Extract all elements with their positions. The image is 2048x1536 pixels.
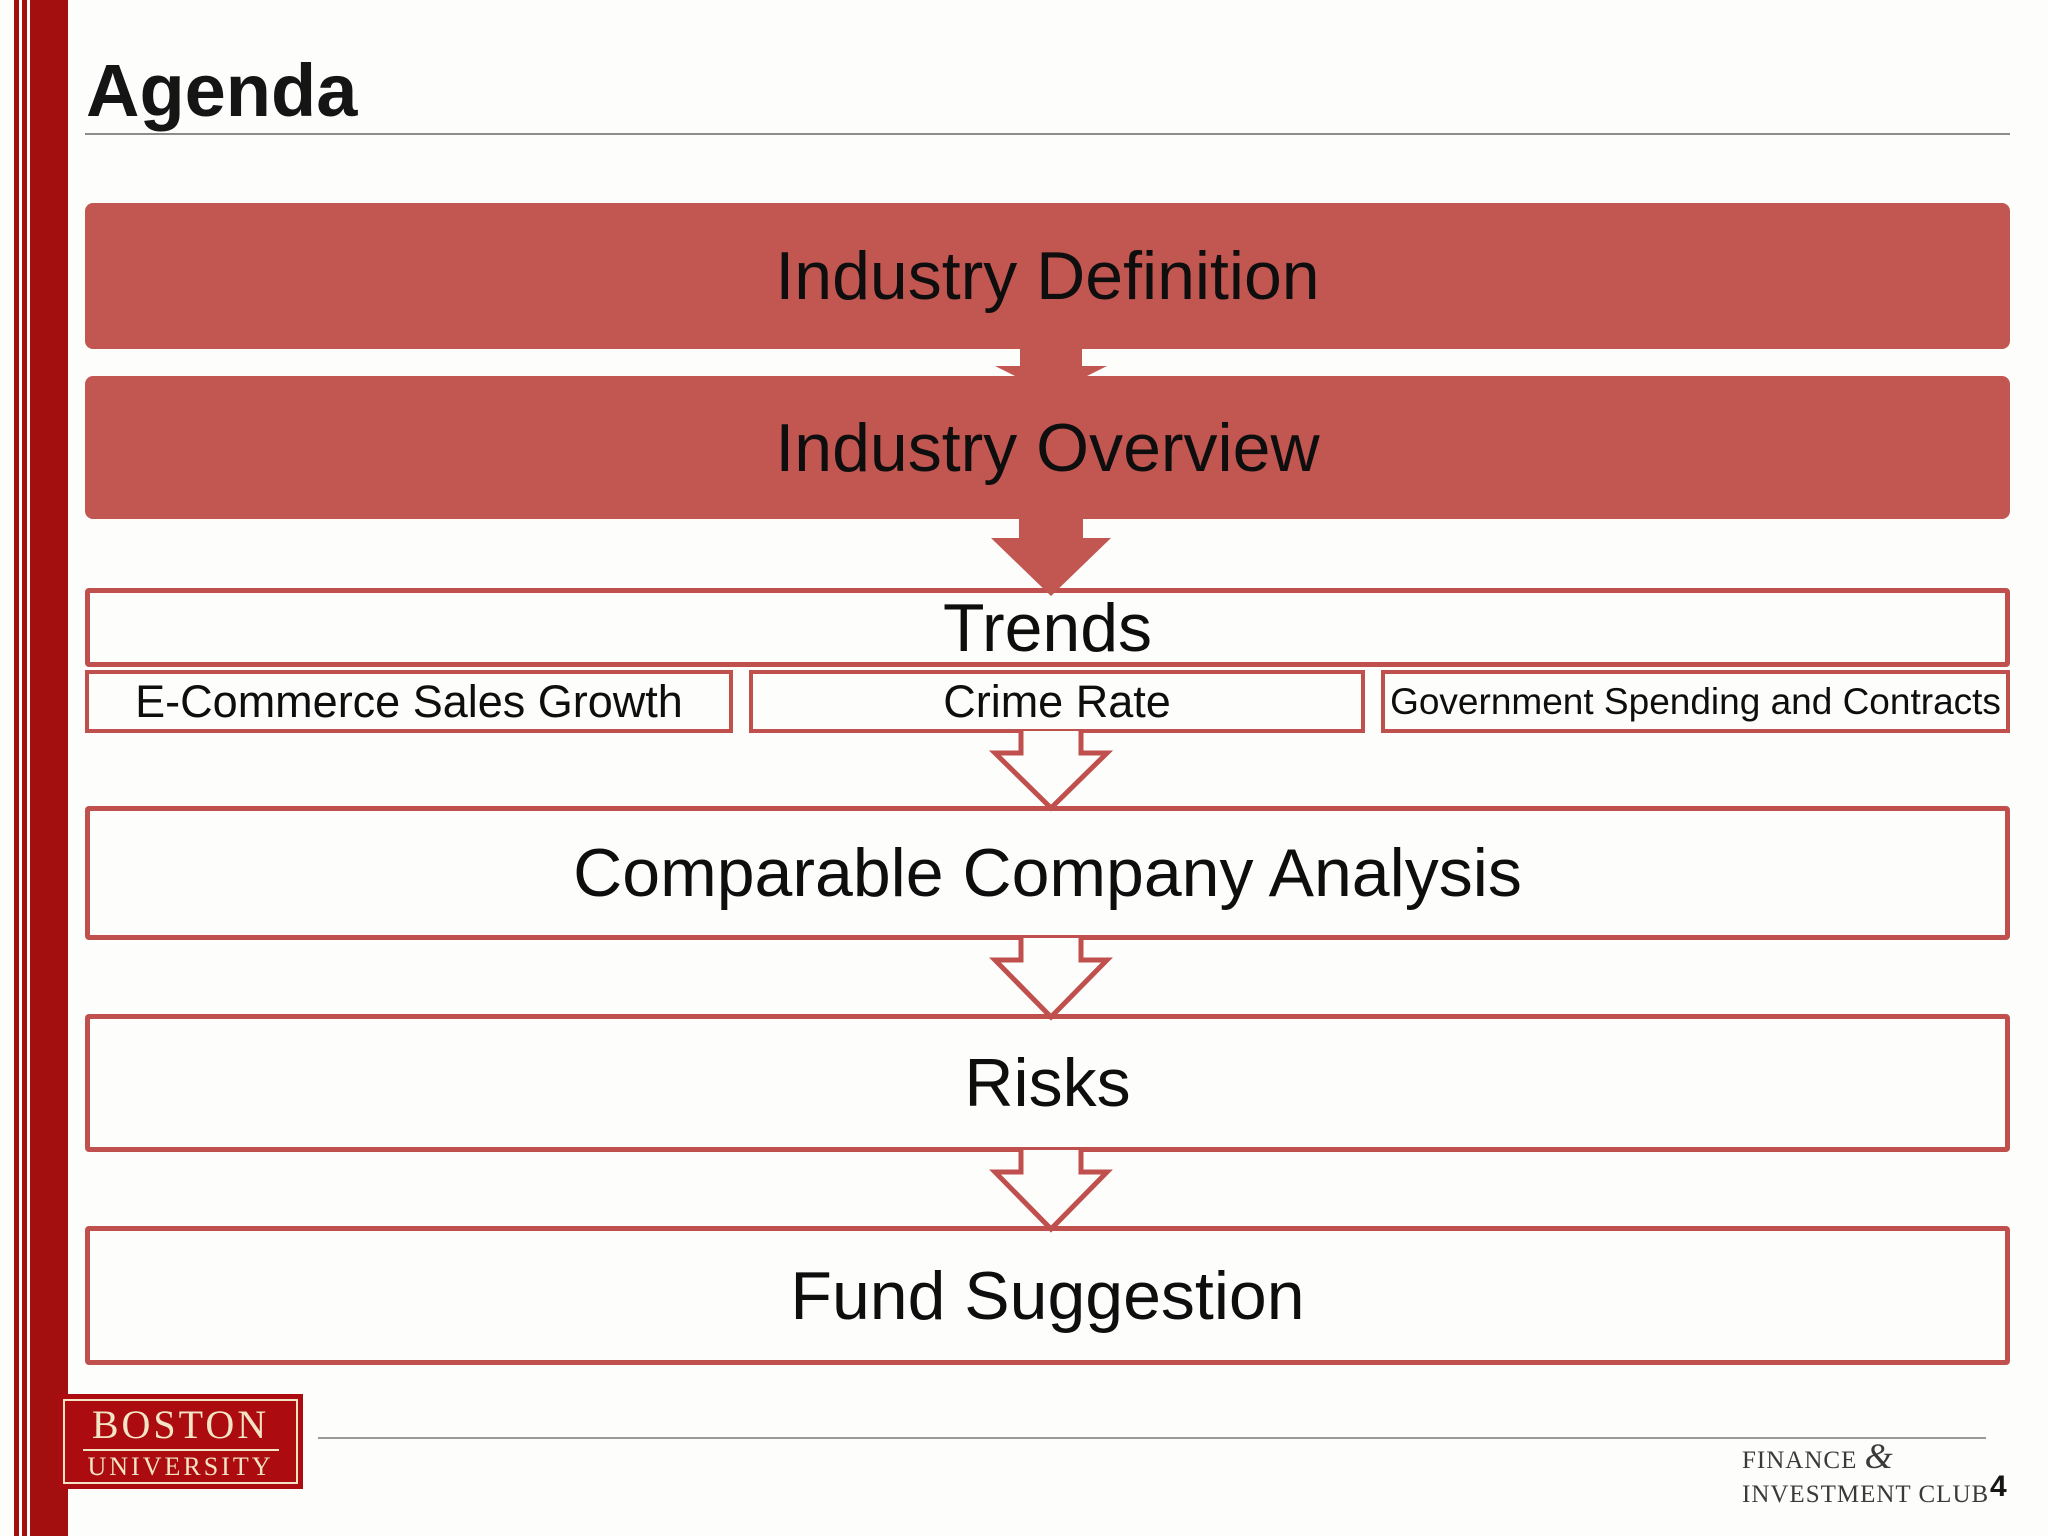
club-ampersand: &: [1864, 1436, 1894, 1476]
flow-box-trends: Trends: [85, 588, 2010, 667]
trend-subbox-label: Crime Rate: [943, 676, 1171, 727]
flow-box-label: Comparable Company Analysis: [573, 835, 1522, 911]
down-arrow-icon: [989, 1150, 1113, 1233]
trend-subbox-label: E-Commerce Sales Growth: [135, 676, 683, 727]
page-number: 4: [1990, 1470, 2007, 1503]
flow-box-fund-suggestion: Fund Suggestion: [85, 1226, 2010, 1365]
left-accent-stripes: [0, 0, 80, 1536]
logo-text-university: UNIVERSITY: [87, 1452, 274, 1481]
club-word-finance: FINANCE: [1742, 1447, 1858, 1474]
finance-investment-club-mark: FINANCE & INVESTMENT CLUB: [1742, 1438, 1990, 1512]
down-arrow-icon: [991, 517, 1111, 596]
flow-box-label: Trends: [942, 589, 1153, 666]
flow-box-label: Risks: [964, 1045, 1131, 1121]
down-arrow-icon: [988, 731, 1114, 812]
trend-subbox-label: Government Spending and Contracts: [1390, 681, 2001, 722]
flow-box-label: Industry Definition: [775, 238, 1320, 314]
flow-box-industry-definition: Industry Definition: [85, 203, 2010, 349]
trend-subbox-government-spending: Government Spending and Contracts: [1381, 670, 2010, 733]
flow-box-industry-overview: Industry Overview: [85, 376, 2010, 519]
down-arrow-icon: [989, 938, 1113, 1021]
flow-box-label: Fund Suggestion: [790, 1257, 1305, 1334]
footer-divider-line: [318, 1437, 1986, 1439]
logo-text-boston: BOSTON: [91, 1402, 270, 1447]
boston-university-logo: BOSTON UNIVERSITY: [58, 1394, 303, 1489]
club-line-investment: INVESTMENT CLUB: [1742, 1481, 1990, 1508]
flow-box-comparable-company-analysis: Comparable Company Analysis: [85, 806, 2010, 940]
trend-subbox-crime-rate: Crime Rate: [749, 670, 1365, 733]
page-title: Agenda: [86, 49, 358, 132]
flow-box-risks: Risks: [85, 1014, 2010, 1152]
logo-inner-frame: [63, 1399, 298, 1484]
trend-subbox-ecommerce: E-Commerce Sales Growth: [85, 670, 733, 733]
flow-box-label: Industry Overview: [775, 409, 1320, 486]
title-underline: [85, 133, 2010, 135]
logo-separator-line: [82, 1449, 279, 1451]
